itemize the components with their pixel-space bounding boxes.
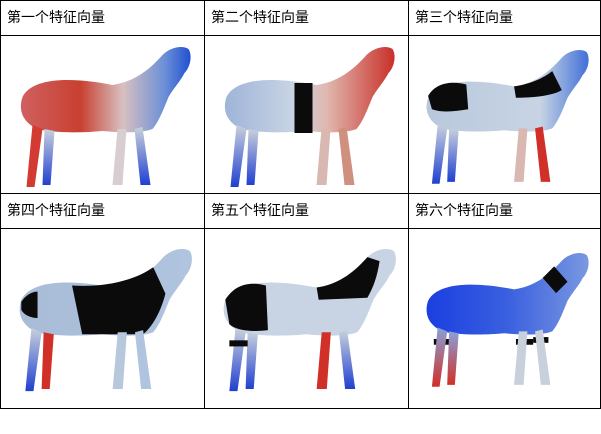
horse-body: [20, 47, 191, 187]
horse-figure: [409, 37, 600, 193]
panel-title: 第一个特征向量: [7, 10, 105, 26]
panel-2: 第二个特征向量: [205, 1, 408, 193]
grid-line: [0, 35, 601, 36]
stripe: [316, 257, 380, 300]
horse-body: [426, 50, 589, 184]
eigenvector-grid: 第一个特征向量: [0, 0, 601, 409]
horse-shape-6: [426, 253, 589, 387]
grid-line: [408, 0, 409, 409]
panel-1: 第一个特征向量: [1, 1, 204, 193]
panel-title: 第六个特征向量: [415, 203, 513, 219]
stripe: [72, 267, 166, 335]
grid-line: [0, 0, 1, 409]
horse-shape-4: [19, 248, 192, 392]
horse-body: [224, 47, 395, 187]
horse-figure: [205, 37, 408, 193]
horse-figure: [205, 229, 408, 407]
horse-shape-1: [20, 47, 191, 187]
horse-shape-3: [426, 50, 589, 184]
stripe: [225, 283, 268, 331]
stripe: [514, 71, 562, 98]
panel-title: 第四个特征向量: [7, 203, 105, 219]
grid-line: [0, 408, 601, 409]
panel-3: 第三个特征向量: [409, 1, 600, 193]
stripe: [428, 82, 469, 112]
stripe: [21, 291, 38, 318]
stripe: [294, 83, 313, 133]
grid-line: [0, 0, 601, 1]
panel-4: 第四个特征向量: [1, 194, 204, 408]
horse-shape-2: [224, 47, 395, 187]
panel-title: 第二个特征向量: [211, 10, 309, 26]
panel-title: 第三个特征向量: [415, 10, 513, 26]
panel-5: 第五个特征向量: [205, 194, 408, 408]
horse-body: [19, 248, 192, 392]
horse-body: [426, 253, 589, 387]
horse-figure: [1, 37, 204, 193]
grid-line: [0, 228, 601, 229]
grid-line: [0, 193, 601, 194]
horse-shape-5: [223, 248, 396, 392]
panel-6: 第六个特征向量: [409, 194, 600, 408]
stripe: [542, 266, 568, 294]
horse-figure: [409, 229, 600, 407]
panel-title: 第五个特征向量: [211, 203, 309, 219]
horse-body: [223, 248, 396, 392]
grid-line: [204, 0, 205, 409]
stripe: [229, 340, 248, 347]
horse-figure: [1, 229, 204, 407]
